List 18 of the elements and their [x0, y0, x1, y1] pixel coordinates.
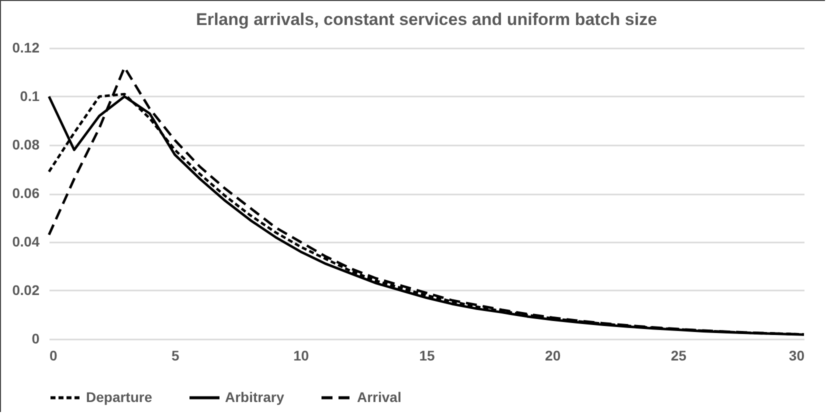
legend-label: Arbitrary [225, 388, 284, 405]
x-tick-label: 30 [788, 348, 805, 364]
legend-label: Arrival [357, 388, 402, 405]
y-tick-label: 0.08 [12, 136, 40, 152]
y-tick-label: 0.1 [20, 88, 40, 104]
x-tick-label: 5 [171, 348, 180, 364]
x-tick-label: 20 [545, 348, 561, 364]
x-tick-label: 25 [670, 348, 687, 364]
legend-label: Departure [86, 388, 152, 405]
x-tick-label: 0 [50, 348, 58, 364]
y-tick-label: 0.12 [12, 40, 40, 56]
y-tick-label: 0.06 [12, 185, 40, 201]
x-tick-label: 10 [293, 348, 310, 364]
x-tick-label: 15 [419, 348, 435, 364]
y-tick-label: 0.02 [12, 282, 40, 298]
y-tick-label: 0 [32, 330, 40, 346]
chart-title: Erlang arrivals, constant services and uniform batch size [196, 10, 658, 29]
y-tick-label: 0.04 [12, 234, 40, 250]
